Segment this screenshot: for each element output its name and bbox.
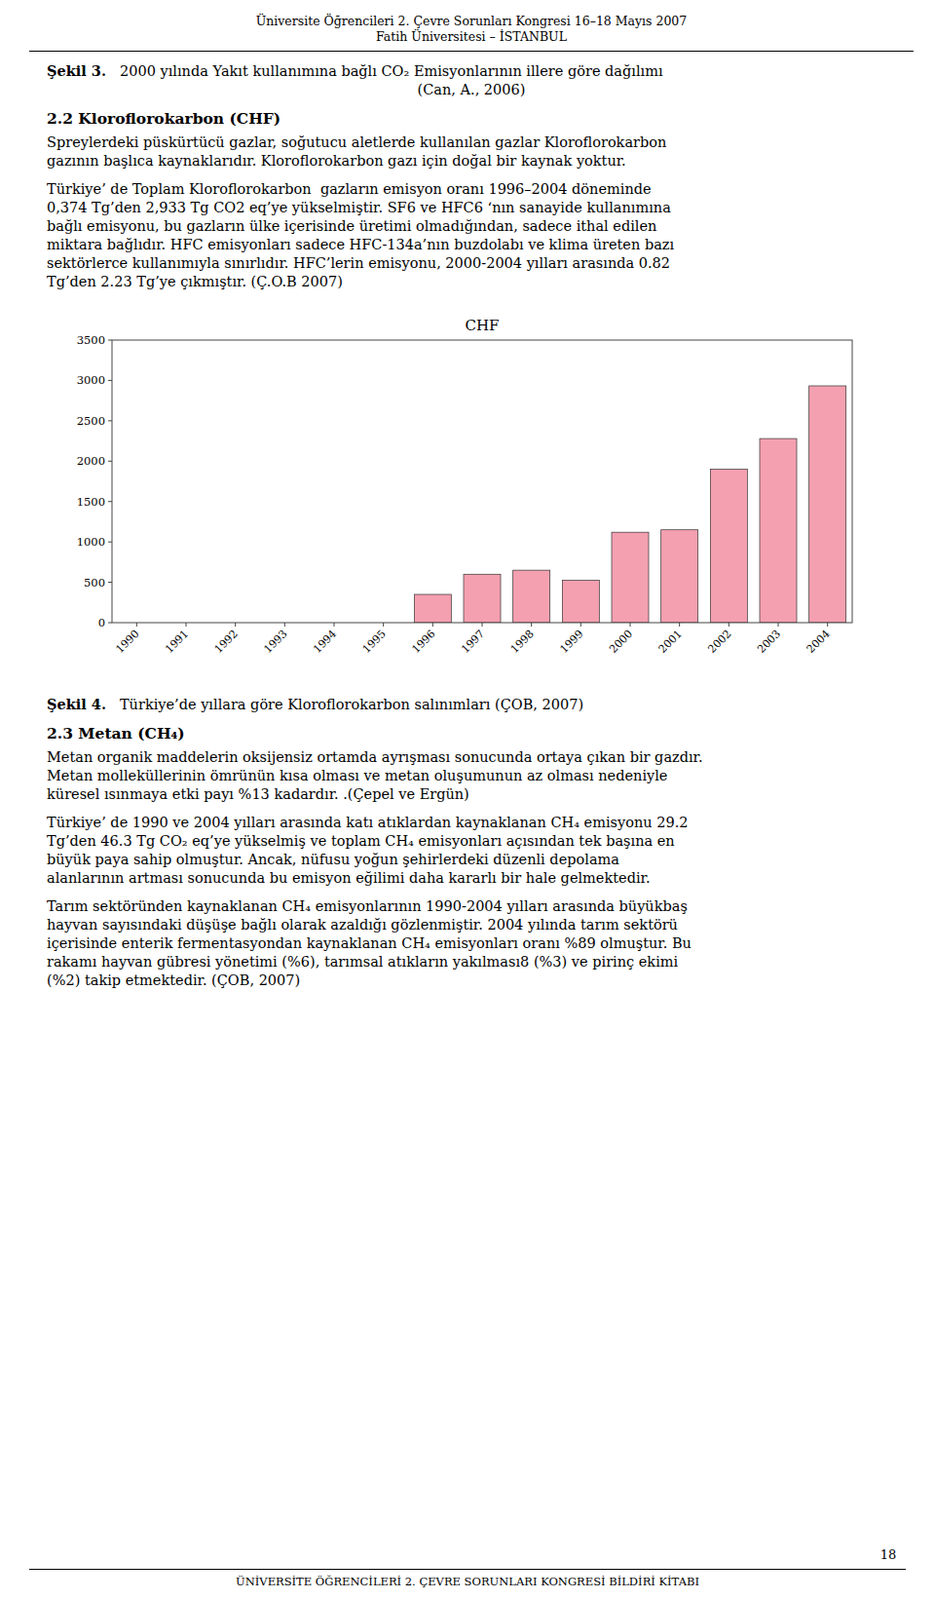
page-content: Üniversite Öğrencileri 2. Çevre Sorunlar… [46,13,897,1000]
y-tick [108,460,113,462]
y-tick-label: 1500 [76,494,106,509]
y-tick-label: 0 [98,615,106,630]
x-tick-label: 1994 [310,627,339,656]
bars [413,385,846,623]
x-tick [530,622,532,627]
x-tick-label: 1999 [557,627,586,656]
y-tick-label: 500 [83,575,106,590]
x-tick [678,622,680,627]
x-tick [580,622,582,627]
page-number: 18 [868,1546,908,1562]
y-tick-label: 3500 [76,333,106,347]
figure-label: Şekil 4. [46,695,107,712]
x-tick-label: 1995 [360,627,389,656]
x-tick [778,622,780,627]
bar [413,594,451,623]
plot-frame [112,339,853,623]
paragraph: Türkiye’ de Toplam Kloroflorokarbon gazl… [46,180,897,292]
x-tick [728,622,730,627]
y-tick [108,379,113,381]
x-tick [234,622,236,627]
x-tick [826,622,828,627]
x-tick [334,622,336,627]
bar [710,469,748,623]
bar [513,569,551,623]
y-tick [108,541,113,543]
y-tick [108,622,113,624]
y-tick [108,581,113,583]
x-tick [136,622,138,627]
bar [463,573,501,623]
x-tick-label: 2002 [705,627,734,656]
x-tick-label: 2004 [804,627,833,656]
bar-chart: CHF 0 500 1000 1500 2000 2500 3000 3500 1990 1991 1… [0,300,935,691]
bar [809,385,847,623]
y-tick-label: 1000 [76,534,106,549]
bar [759,438,797,623]
x-tick [382,622,384,627]
section-heading: 2.2 Kloroflorokarbon (CHF) [46,109,897,128]
x-tick [630,622,632,627]
header-line: Fatih Üniversitesi – İSTANBUL [46,29,897,45]
x-tick-label: 1998 [508,627,537,656]
paragraph: Türkiye’ de 1990 ve 2004 yılları arasınd… [46,813,897,888]
bar [561,580,599,624]
bar [611,531,649,623]
header-rule [29,50,914,52]
figure-caption-text: 2000 yılında Yakıt kullanımına bağlı CO₂… [119,63,664,79]
y-tick-label: 3000 [76,373,106,387]
x-tick-label: 2001 [656,627,685,656]
footer-text: ÜNİVERSİTE ÖĞRENCİLERİ 2. ÇEVRE SORUNLAR… [0,1573,935,1588]
x-tick-label: 1997 [458,627,487,656]
figure-caption-text: Türkiye’de yıllara göre Kloroflorokarbon… [119,696,584,712]
x-tick-label: 1993 [261,627,290,656]
y-tick-label: 2500 [76,413,106,428]
figure-caption: Şekil 4. Türkiye’de yıllara göre Kloroflo… [46,694,897,714]
x-tick-label: 2003 [754,627,784,656]
y-tick [108,500,113,502]
paragraph: Spreylerdeki püskürtücü gazlar, soğutucu… [46,133,897,171]
y-tick [108,419,113,421]
figure-label: Şekil 3. [46,62,107,79]
section-heading: 2.3 Metan (CH₄) [46,723,897,743]
paragraph: Tarım sektöründen kaynaklanan CH₄ emisyo… [46,897,897,990]
y-tick [108,339,113,341]
y-tick-label: 2000 [76,453,106,468]
x-tick-label: 2000 [606,627,636,656]
x-tick [432,622,434,627]
x-tick-label: 1992 [212,627,241,656]
figure-caption: Şekil 3. 2000 yılında Yakıt kullanımına b… [46,61,897,81]
bar [661,529,699,623]
x-tick-label: 1990 [112,627,142,656]
x-tick [284,622,286,627]
paragraph: Metan organik maddelerin oksijensiz orta… [46,748,897,804]
x-tick-label: 1996 [409,627,438,656]
x-tick [186,622,187,627]
header-line: Üniversite Öğrencileri 2. Çevre Sorunlar… [46,13,897,30]
x-tick-label: 1991 [162,627,191,656]
figure-source: (Can, A., 2006) [46,80,897,100]
footer-rule [29,1568,906,1570]
x-tick [482,622,484,627]
chart-title: CHF [465,316,500,335]
